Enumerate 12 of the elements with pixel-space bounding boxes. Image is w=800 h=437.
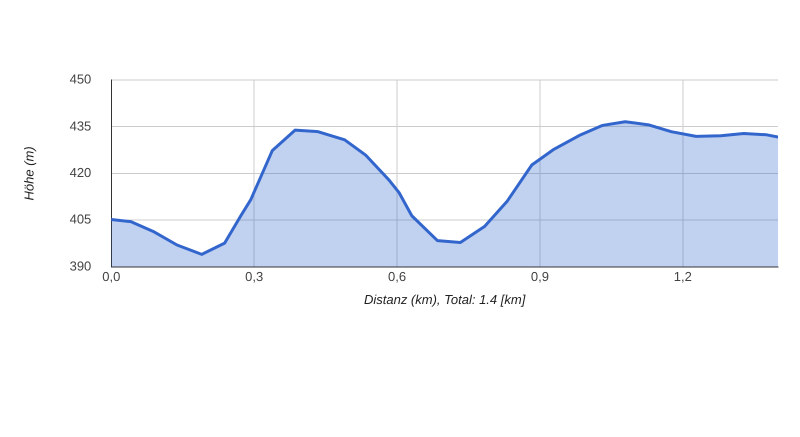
y-tick-label: 405	[70, 212, 92, 227]
x-tick-label: 0,3	[245, 269, 264, 284]
y-tick-label: 420	[70, 164, 92, 180]
y-tick-label: 450	[70, 72, 92, 87]
y-tick-label: 435	[70, 118, 92, 134]
x-tick-label: 1,2	[674, 269, 692, 284]
x-tick-label: 0,9	[530, 269, 549, 284]
y-tick-label: 390	[70, 258, 92, 274]
x-axis-title: Distanz (km), Total: 1.4 [km]	[364, 292, 526, 307]
x-tick-label: 0,6	[388, 269, 406, 284]
y-axis-title: Höhe (m)	[21, 146, 36, 200]
x-tick-label: 0,0	[102, 269, 120, 284]
